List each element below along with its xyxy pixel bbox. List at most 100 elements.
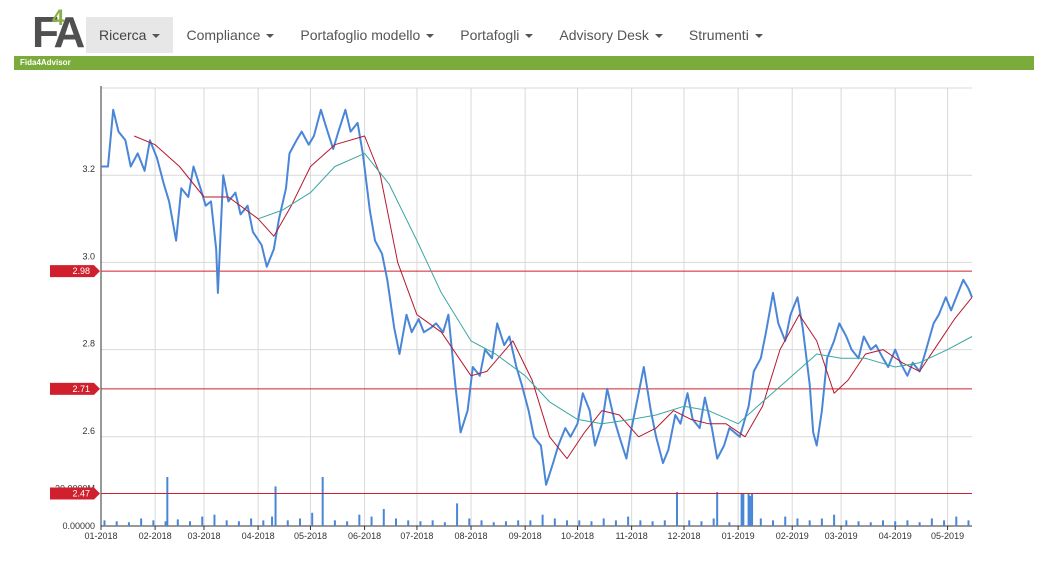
x-tick-label: 04-2019 [879,531,912,541]
volume-bar [286,520,289,526]
volume-bar [529,520,532,526]
logo[interactable]: FA 4 [14,4,88,57]
x-tick-label: 06-2018 [348,531,381,541]
menu-label: Advisory Desk [559,27,649,43]
volume-bar [751,493,754,526]
level-label: 2.71 [72,384,90,394]
y-tick-label: 2.6 [82,426,95,436]
menu-compliance[interactable]: Compliance [173,17,287,53]
volume-bar [712,518,715,526]
volume-bar [541,514,544,526]
volume-bar [627,516,630,526]
volume-bar [651,521,654,526]
logo-text: FA [32,8,85,57]
volume-bar [716,492,719,526]
menu-advisory-desk[interactable]: Advisory Desk [546,17,675,53]
x-tick-label: 01-2018 [84,531,117,541]
volume-bar [784,516,787,526]
x-tick-label: 03-2019 [825,531,858,541]
caret-down-icon [654,34,663,39]
caret-down-icon [152,34,161,39]
caret-down-icon [266,34,275,39]
menu-strumenti[interactable]: Strumenti [676,17,776,53]
x-tick-label: 10-2018 [561,531,594,541]
volume-bar [271,516,274,526]
volume-bar [140,518,143,526]
volume-bar [152,520,155,526]
volume-bar [590,521,593,526]
menu-ricerca[interactable]: Ricerca [86,17,174,53]
menu-portafogli[interactable]: Portafogli [447,17,546,53]
x-tick-label: 07-2018 [400,531,433,541]
volume-bar [321,477,324,526]
volume-bar [602,518,605,526]
volume-bar [742,493,745,526]
volume-bar [225,520,228,526]
volume-bar [700,521,703,526]
volume-bar [480,520,483,526]
caret-down-icon [525,34,534,39]
volume-bar [894,521,897,526]
volume-tick-label: 0.00000 [62,521,95,531]
volume-bar [517,520,520,526]
navbar: FA 4 Ricerca Compliance Portafoglio mode… [0,0,1047,70]
volume-bar [772,520,775,526]
volume-bar [382,509,385,526]
volume-bar [833,514,836,526]
y-tick-label: 2.8 [82,339,95,349]
volume-bar [614,520,617,526]
volume-bar [857,521,860,526]
y-tick-label: 3.0 [82,251,95,261]
menu-label: Strumenti [688,27,749,43]
volume-bar [394,518,397,526]
volume-bar [881,520,884,526]
volume-bar [311,512,314,526]
x-tick-label: 04-2018 [242,531,275,541]
volume-bar [250,518,253,526]
volume-bar [747,493,750,526]
volume-bar [115,521,118,526]
level-badge [50,487,94,500]
volume-bar [906,520,909,526]
volume-bar [930,518,933,526]
brand-name: Fida4Advisor [20,58,71,67]
volume-bar [639,520,642,526]
x-tick-label: 12-2018 [667,531,700,541]
volume-bar [578,520,581,526]
volume-bar [740,493,743,526]
volume-bar [676,492,679,526]
price-chart[interactable]: 01-2018 02-2018 03-2018 04-2018 05-2018 06-20… [0,72,1047,562]
x-tick-label: 02-2018 [139,531,172,541]
level-label: 2.47 [72,488,90,498]
menu-portafoglio-modello[interactable]: Portafoglio modello [287,17,447,53]
x-tick-label: 03-2018 [187,531,220,541]
volume-bar [419,521,422,526]
x-tick-label: 09-2018 [509,531,542,541]
caret-down-icon [426,34,435,39]
volume-bar [189,521,192,526]
volume-bar [164,521,167,526]
x-tick-label: 08-2018 [455,531,488,541]
main-menu: Ricerca Compliance Portafoglio modello P… [86,17,776,53]
level-label: 2.98 [72,266,90,276]
volume-bar [869,522,872,526]
x-tick-label: 01-2019 [722,531,755,541]
volume-bar [443,522,446,526]
x-tick-label: 05-2019 [931,531,964,541]
menu-label: Ricerca [99,27,147,43]
menu-label: Portafoglio modello [300,27,421,43]
volume-bars [103,477,970,526]
y-tick-label: 3.2 [82,164,95,174]
volume-bar [796,518,799,526]
volume-bar [333,520,336,526]
volume-bar [663,520,666,526]
volume-bar [237,521,240,526]
volume-bar [688,520,691,526]
volume-bar [728,522,731,526]
volume-bar [918,522,921,526]
volume-bar [820,518,823,526]
volume-bar [274,486,277,526]
volume-bar [127,522,130,526]
series-line-ma_short [134,135,973,460]
series-line-price [101,108,973,486]
